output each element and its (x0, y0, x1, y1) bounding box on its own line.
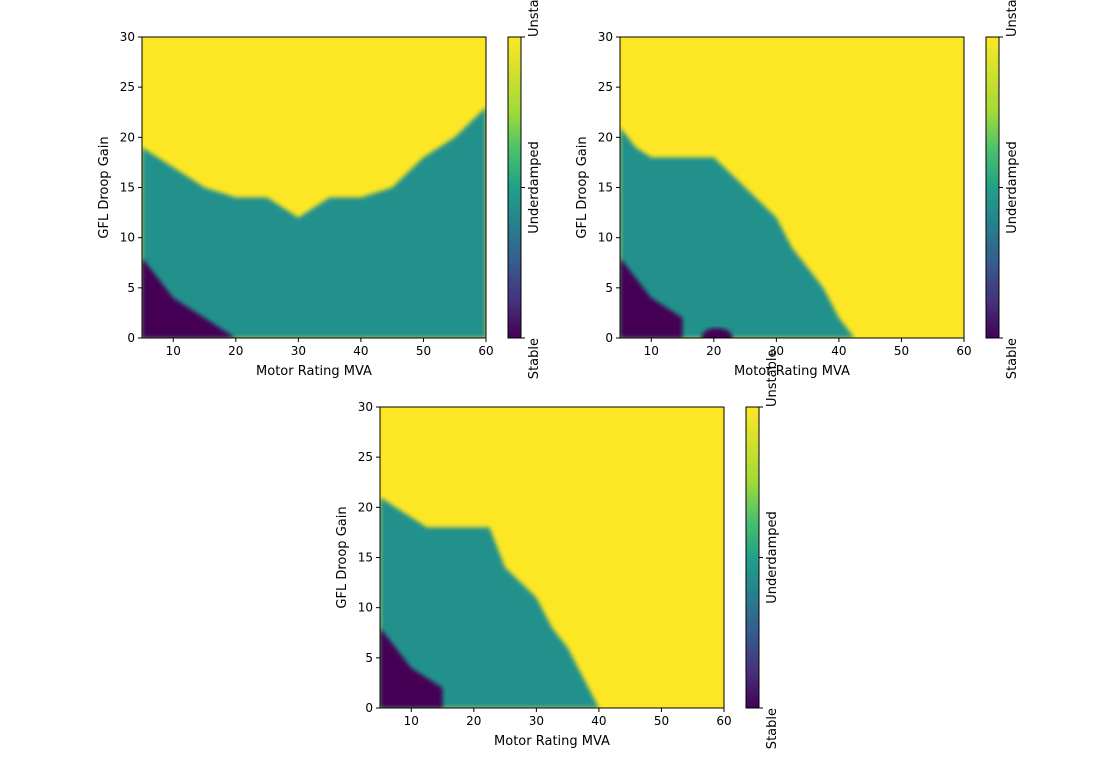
x-tick-label: 50 (654, 714, 669, 728)
y-tick-label: 5 (365, 651, 373, 665)
y-tick-label: 5 (605, 281, 613, 295)
x-tick-label: 20 (228, 344, 243, 358)
x-tick-label: 30 (291, 344, 306, 358)
x-axis-label: Motor Rating MVA (734, 364, 850, 379)
heatmap-panel-3: 10 20 30 40 50 60 0 5 10 15 20 25 30 Motor Rating MVA… (335, 350, 780, 750)
colorbar-label-underdamped: Underdamped (527, 141, 542, 234)
heatmap-area (380, 407, 724, 708)
y-tick-label: 20 (598, 130, 613, 144)
y-tick-label: 10 (598, 231, 613, 245)
x-tick-label: 30 (529, 714, 544, 728)
y-tick-label: 15 (120, 181, 135, 195)
y-tick-label: 10 (358, 601, 373, 615)
y-tick-label: 15 (358, 551, 373, 565)
y-axis-label: GFL Droop Gain (97, 136, 112, 238)
colorbar-label-underdamped: Underdamped (765, 511, 780, 604)
y-tick-label: 5 (127, 281, 135, 295)
y-tick-label: 25 (358, 450, 373, 464)
colorbar-label-unstable: Unstable (527, 0, 542, 37)
underdamped-region (142, 107, 486, 338)
colorbar-label-unstable: Unstable (1005, 0, 1020, 37)
colorbar-label-stable: Stable (765, 708, 780, 749)
y-axis-label: GFL Droop Gain (335, 506, 350, 608)
y-tick-label: 0 (127, 331, 135, 345)
x-tick-label: 50 (894, 344, 909, 358)
heatmap-area (142, 37, 486, 338)
x-tick-label: 60 (956, 344, 971, 358)
colorbar-label-stable: Stable (527, 338, 542, 379)
heatmap-panel-2: 10 20 30 40 50 60 0 5 10 15 20 25 30 Motor Rating MVA… (575, 0, 1020, 379)
colorbar-label-unstable: Unstable (765, 350, 780, 407)
x-tick-label: 50 (416, 344, 431, 358)
stable-spot (701, 327, 733, 338)
colorbar: Stable Underdamped Unstable (985, 0, 1020, 379)
y-tick-label: 30 (598, 30, 613, 44)
underdamped-region (620, 127, 855, 338)
y-tick-label: 25 (598, 80, 613, 94)
x-tick-label: 60 (716, 714, 731, 728)
colorbar-gradient (507, 36, 522, 339)
x-tick-label: 10 (644, 344, 659, 358)
x-tick-label: 10 (404, 714, 419, 728)
underdamped-region (380, 497, 599, 708)
colorbar-gradient (985, 36, 1000, 339)
x-tick-label: 60 (478, 344, 493, 358)
colorbar-label-underdamped: Underdamped (1005, 141, 1020, 234)
x-axis-label: Motor Rating MVA (494, 734, 610, 749)
y-axis-label: GFL Droop Gain (575, 136, 590, 238)
stable-region (142, 257, 236, 338)
y-tick-label: 10 (120, 231, 135, 245)
stable-region (380, 627, 443, 708)
colorbar: Stable Underdamped Unstable (745, 350, 780, 749)
heatmap-area (620, 37, 964, 338)
x-tick-label: 40 (831, 344, 846, 358)
colorbar-label-stable: Stable (1005, 338, 1020, 379)
y-tick-label: 15 (598, 181, 613, 195)
x-tick-label: 30 (769, 344, 784, 358)
x-tick-label: 20 (706, 344, 721, 358)
x-tick-label: 20 (466, 714, 481, 728)
heatmap-panel-1: 10 20 30 40 50 60 0 5 10 15 20 25 30 Motor Rating MVA… (97, 0, 542, 379)
y-tick-label: 0 (365, 701, 373, 715)
y-tick-label: 20 (358, 500, 373, 514)
colorbar-gradient (745, 406, 760, 709)
y-tick-label: 0 (605, 331, 613, 345)
y-tick-label: 30 (120, 30, 135, 44)
y-tick-label: 30 (358, 400, 373, 414)
colorbar: Stable Underdamped Unstable (507, 0, 542, 379)
x-tick-label: 40 (591, 714, 606, 728)
y-tick-label: 20 (120, 130, 135, 144)
y-tick-label: 25 (120, 80, 135, 94)
x-tick-label: 40 (353, 344, 368, 358)
x-axis-label: Motor Rating MVA (256, 364, 372, 379)
stable-region (620, 257, 683, 338)
x-tick-label: 10 (166, 344, 181, 358)
